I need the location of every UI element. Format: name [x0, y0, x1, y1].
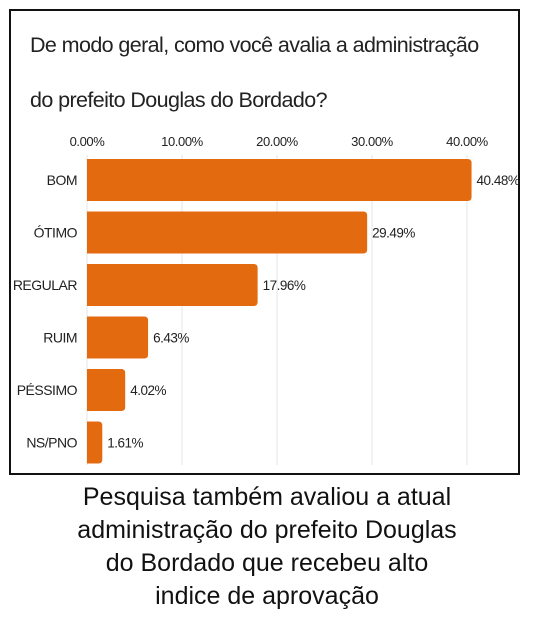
value-label: 40.48% [477, 173, 520, 188]
value-label: 17.96% [263, 278, 306, 293]
x-tick-label: 10.00% [161, 134, 204, 149]
chart-title-line-1: De modo geral, como você avalia a admini… [30, 33, 479, 57]
x-tick-label: 20.00% [256, 134, 299, 149]
caption-line-2: administração do prefeito Douglas [77, 516, 457, 544]
caption: Pesquisa também avaliou a atual administ… [0, 481, 534, 613]
value-label: 6.43% [153, 331, 189, 346]
bar-ns-pno [87, 421, 103, 464]
caption-line-4: indice de aprovação [155, 582, 379, 610]
category-label: REGULAR [13, 277, 78, 293]
bar-bom [87, 159, 472, 201]
bar-ruim [87, 316, 149, 359]
bar--timo [87, 211, 368, 254]
bar-p-ssimo [87, 369, 126, 411]
chart-title-line-2: do prefeito Douglas do Bordado? [30, 88, 328, 112]
category-label: NS/PNO [26, 435, 77, 451]
bar-chart: 0.00% 10.00% 20.00% 30.00% 40.00% BOM 40.48% ÓT… [13, 134, 520, 465]
value-label: 29.49% [372, 226, 415, 241]
category-label: ÓTIMO [34, 225, 78, 241]
value-label: 4.02% [130, 383, 166, 398]
caption-line-3: do Bordado que recebeu alto [105, 549, 429, 577]
bar-regular [87, 264, 258, 306]
value-label: 1.61% [107, 436, 143, 451]
category-label: RUIM [43, 330, 77, 346]
x-tick-label: 30.00% [351, 134, 394, 149]
category-label: BOM [47, 172, 77, 188]
caption-line-1: Pesquisa também avaliou a atual [82, 483, 452, 511]
x-tick-label: 0.00% [70, 134, 106, 149]
category-label: PÉSSIMO [17, 382, 78, 398]
x-tick-label: 40.00% [446, 134, 489, 149]
